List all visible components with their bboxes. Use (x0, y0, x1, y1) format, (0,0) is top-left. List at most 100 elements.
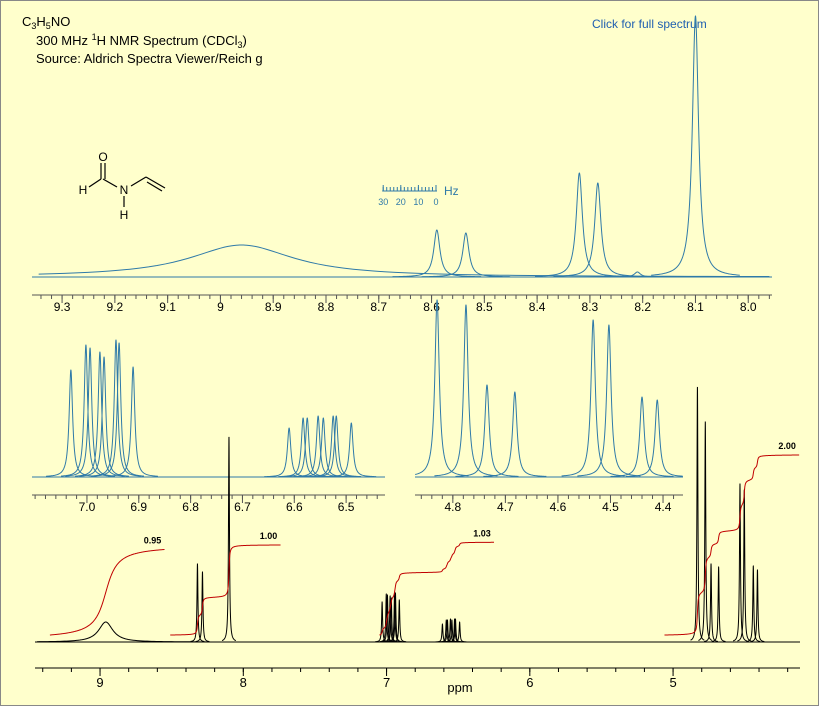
peak (421, 232, 511, 278)
molecule (88, 163, 166, 207)
atom: H (79, 183, 88, 197)
x-tick-label: 6.5 (338, 500, 355, 514)
atom: H (120, 208, 129, 222)
peak (698, 421, 713, 641)
formula-part: H (36, 14, 45, 29)
info-part: H NMR Spectrum (CDCl (97, 33, 238, 48)
x-tick-label: 8 (240, 675, 247, 690)
peak (264, 427, 315, 478)
peak (60, 344, 111, 477)
x-tick-label: 8.1 (687, 300, 704, 314)
peak (308, 415, 359, 478)
x-tick-label: 8.7 (370, 300, 387, 314)
scale-label: 10 (413, 197, 423, 207)
peak (711, 566, 726, 642)
peak (483, 391, 547, 477)
peak (195, 571, 210, 643)
scale-unit: Hz (444, 184, 459, 198)
peak (746, 565, 761, 642)
scale-label: 20 (396, 197, 406, 207)
peak (561, 319, 625, 477)
peak (311, 415, 362, 478)
bond (88, 178, 102, 188)
peak (379, 593, 394, 643)
peak (45, 369, 96, 477)
peak (534, 172, 624, 277)
formula-part: 3 (31, 21, 36, 31)
peak (434, 304, 498, 477)
bond (130, 176, 147, 187)
integral-label: 0.95 (144, 536, 162, 546)
peak (380, 594, 395, 643)
peak (388, 592, 403, 643)
peak (326, 422, 377, 478)
integral-curve (49, 549, 165, 636)
x-tick-label: 9.3 (54, 300, 71, 314)
peak (704, 563, 718, 642)
peak (65, 347, 115, 477)
x-tick-label: 6.7 (234, 500, 251, 514)
x-tick-label: 5 (669, 675, 676, 690)
peak (625, 399, 683, 477)
peak (282, 417, 333, 478)
peak (577, 324, 641, 477)
integral-curve (379, 541, 494, 636)
info-part: ) (243, 33, 247, 48)
atom: O (98, 150, 107, 164)
peak (750, 569, 765, 642)
full-spectrum-link[interactable]: Click for full spectrum (592, 17, 707, 31)
source: Source: Aldrich Spectra Viewer/Reich g (36, 51, 263, 66)
peak (108, 366, 158, 477)
bond (146, 181, 163, 192)
x-axis-label: ppm (447, 680, 472, 695)
x-tick-label: 8.8 (318, 300, 335, 314)
bond (145, 176, 166, 189)
x-tick-label: 8.3 (582, 300, 599, 314)
info-part: 300 MHz (36, 33, 92, 48)
peak (383, 595, 398, 643)
peak (553, 182, 643, 277)
peak (610, 396, 674, 477)
bond (102, 178, 118, 188)
x-tick-label: 7 (383, 675, 390, 690)
formula: C3H5NO (22, 14, 70, 31)
peak (384, 597, 399, 643)
x-tick-label: 6 (526, 675, 533, 690)
peak (221, 436, 237, 642)
integral-curve (170, 544, 281, 636)
peak (690, 386, 705, 641)
peak (375, 601, 390, 643)
x-tick-label: 6.6 (286, 500, 303, 514)
x-tick-label: 9.2 (107, 300, 124, 314)
x-tick-label: 7.0 (79, 500, 96, 514)
peak (79, 356, 129, 477)
peak (298, 417, 349, 478)
peak (593, 271, 682, 278)
x-tick-label: 8.2 (634, 300, 651, 314)
spectrum-info: 300 MHz 1H NMR Spectrum (CDCl3) (36, 32, 247, 50)
x-tick-label: 4.5 (602, 500, 619, 514)
peak (38, 244, 770, 278)
peak (392, 599, 407, 643)
x-tick-label: 4.4 (655, 500, 672, 514)
x-tick-label: 6.9 (130, 500, 147, 514)
peak (651, 15, 740, 276)
info-part: 3 (238, 40, 243, 50)
peak (448, 618, 463, 643)
x-tick-label: 8.4 (529, 300, 546, 314)
integral-label: 1.03 (473, 528, 491, 538)
integral-label: 1.00 (260, 531, 278, 541)
peak (278, 417, 328, 478)
peak (415, 299, 469, 477)
x-tick-label: 4.8 (444, 500, 461, 514)
x-tick-label: 6.8 (182, 500, 199, 514)
peak (94, 342, 145, 477)
x-tick-label: 4.7 (497, 500, 514, 514)
scale-label: 0 (433, 197, 438, 207)
x-tick-label: 9.1 (159, 300, 176, 314)
peak (190, 563, 205, 642)
x-tick-label: 8.0 (740, 300, 757, 314)
integral-curve (664, 454, 800, 636)
info-part: 1 (92, 32, 97, 42)
